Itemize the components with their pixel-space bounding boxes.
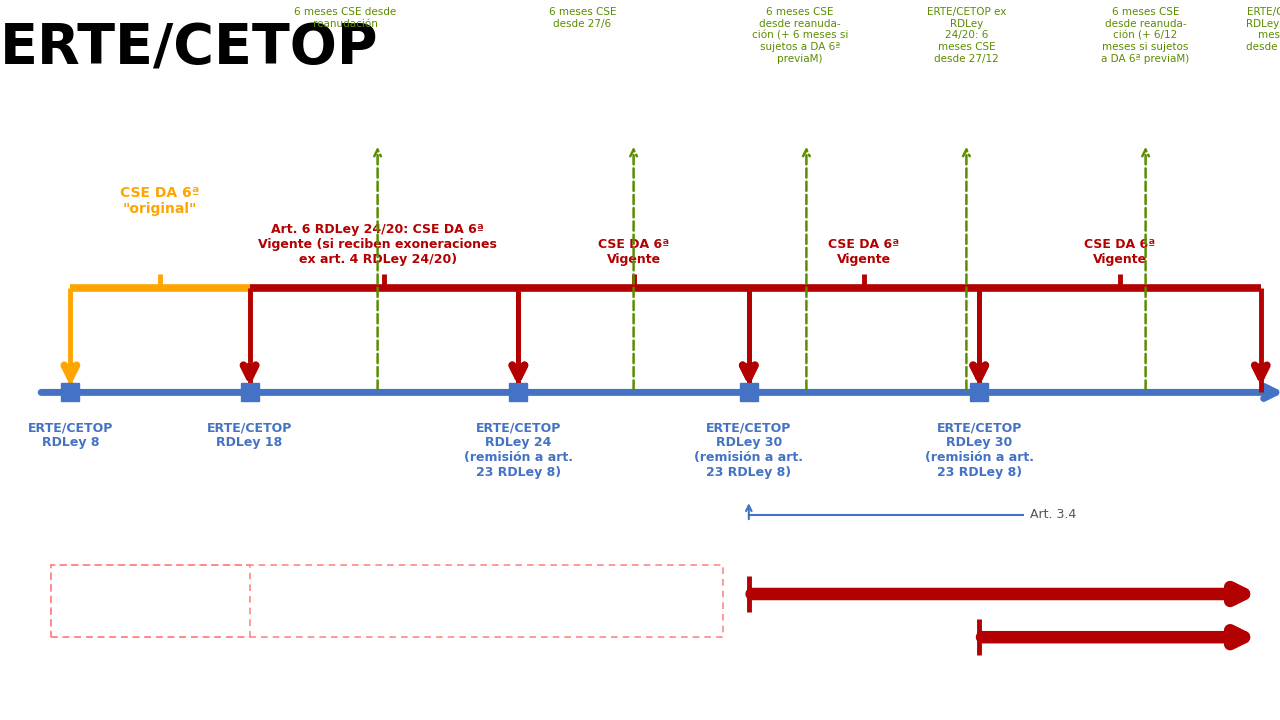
Text: 6 meses CSE desde
reanudación: 6 meses CSE desde reanudación: [294, 7, 397, 29]
Text: Art. 6 RDLey 24/20: CSE DA 6ª
Vigente (si reciben exoneraciones
ex art. 4 RDLey : Art. 6 RDLey 24/20: CSE DA 6ª Vigente (s…: [259, 223, 497, 266]
Text: ERTE/CETOP ex
RDLey
24/20: 6
meses CSE
desde 27/12: ERTE/CETOP ex RDLey 24/20: 6 meses CSE d…: [927, 7, 1006, 63]
Text: ERTE/CETOP
RDLey 30
(remisión a art.
23 RDLey 8): ERTE/CETOP RDLey 30 (remisión a art. 23 …: [924, 421, 1034, 480]
Text: CSE DA 6ª
Vigente: CSE DA 6ª Vigente: [1084, 238, 1156, 266]
Text: Art. 3.4: Art. 3.4: [1030, 508, 1076, 521]
Text: CSE DA 6ª
Vigente: CSE DA 6ª Vigente: [828, 238, 900, 266]
Text: 6 meses CSE
desde 27/6: 6 meses CSE desde 27/6: [549, 7, 616, 29]
Text: 6 meses CSE
desde reanuda-
ción (+ 6/12
meses si sujetos
a DA 6ª previaM): 6 meses CSE desde reanuda- ción (+ 6/12 …: [1102, 7, 1189, 63]
Text: ERTE/CETOP
RDLey 30
(remisión a art.
23 RDLey 8): ERTE/CETOP RDLey 30 (remisión a art. 23 …: [694, 421, 804, 480]
Text: ERTE/CETOP
RDLey 24
(remisión a art.
23 RDLey 8): ERTE/CETOP RDLey 24 (remisión a art. 23 …: [463, 421, 573, 480]
Bar: [51, 565, 723, 637]
Text: ERTE/CETOP: ERTE/CETOP: [0, 22, 379, 76]
Text: CSE DA 6ª
"original": CSE DA 6ª "original": [120, 186, 200, 216]
Text: ERTE/CETOP
RDLey 18: ERTE/CETOP RDLey 18: [207, 421, 292, 449]
Text: CSE DA 6ª
Vigente: CSE DA 6ª Vigente: [598, 238, 669, 266]
Bar: [51, 565, 250, 637]
Text: 6 meses CSE
desde reanuda-
ción (+ 6 meses si
sujetos a DA 6ª
previaM): 6 meses CSE desde reanuda- ción (+ 6 mes…: [751, 7, 849, 63]
Text: ERTE/CETOP ex
RDLey 24/20: 6
meses CSE
desde 27/06/21: ERTE/CETOP ex RDLey 24/20: 6 meses CSE d…: [1245, 7, 1280, 52]
Text: ERTE/CETOP
RDLey 8: ERTE/CETOP RDLey 8: [28, 421, 113, 449]
